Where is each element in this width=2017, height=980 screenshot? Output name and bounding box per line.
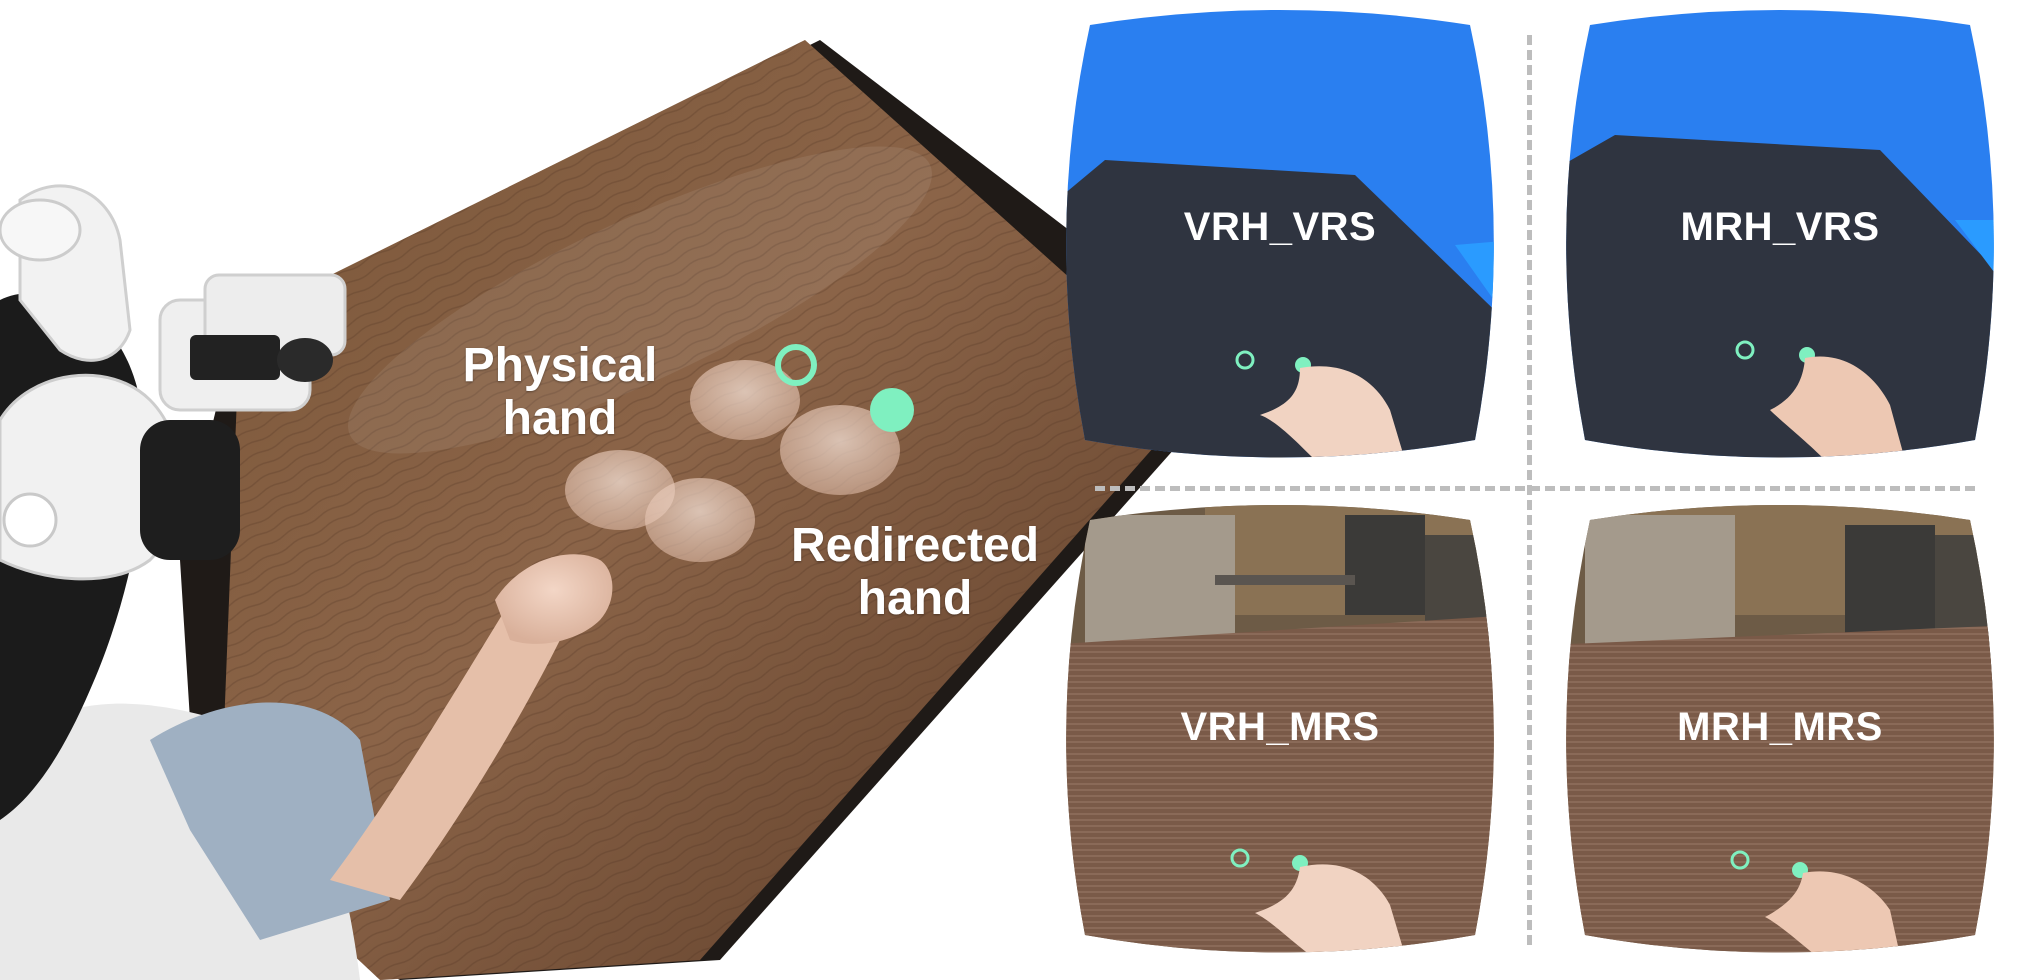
- person-legs: [150, 702, 390, 940]
- redirected-hand: [780, 405, 900, 495]
- vr-view-mixed-scene: [1066, 505, 1494, 953]
- panel-vrh-vrs: VRH_VRS: [1045, 0, 1515, 460]
- virtual-hand: [1260, 366, 1405, 458]
- panel-mrh-vrs: MRH_VRS: [1545, 0, 2015, 460]
- vr-view-virtual-scene-real-hand: [1566, 10, 1994, 458]
- physical-hand: [495, 554, 613, 644]
- ghost-hand: [690, 360, 800, 440]
- redirected-hand-label-line2: hand: [857, 571, 973, 625]
- panel-title-vrh-vrs: VRH_VRS: [1183, 205, 1377, 249]
- horizontal-divider: [1095, 486, 1975, 491]
- panel-vrh-mrs: VRH_MRS: [1045, 495, 1515, 955]
- vr-view-mixed-scene-real-hand: [1566, 505, 1994, 953]
- real-hand: [1765, 871, 1900, 953]
- target-dot: [870, 388, 914, 432]
- panel-title-vrh-mrs: VRH_MRS: [1180, 705, 1380, 749]
- vr-view-virtual-scene: [1066, 10, 1494, 458]
- physical-hand-label-line1: Physical: [462, 339, 658, 392]
- redirected-hand-label: Redirected hand: [760, 519, 1070, 626]
- vr-headset: [0, 184, 347, 581]
- virtual-hand: [1255, 864, 1405, 953]
- physical-hand-label: Physical hand: [420, 339, 700, 446]
- physical-hand-label-line2: hand: [502, 391, 618, 445]
- physical-setup-photo: [0, 40, 1200, 980]
- panel-title-mrh-vrs: MRH_VRS: [1680, 205, 1880, 249]
- panel-mrh-mrs: MRH_MRS: [1545, 495, 2015, 955]
- target-ring: [775, 344, 817, 386]
- ghost-hand: [645, 478, 755, 562]
- redirected-hand-label-line1: Redirected: [790, 519, 1040, 572]
- person-arm: [330, 610, 560, 900]
- panel-title-mrh-mrs: MRH_MRS: [1677, 705, 1883, 749]
- real-hand: [1770, 356, 1905, 458]
